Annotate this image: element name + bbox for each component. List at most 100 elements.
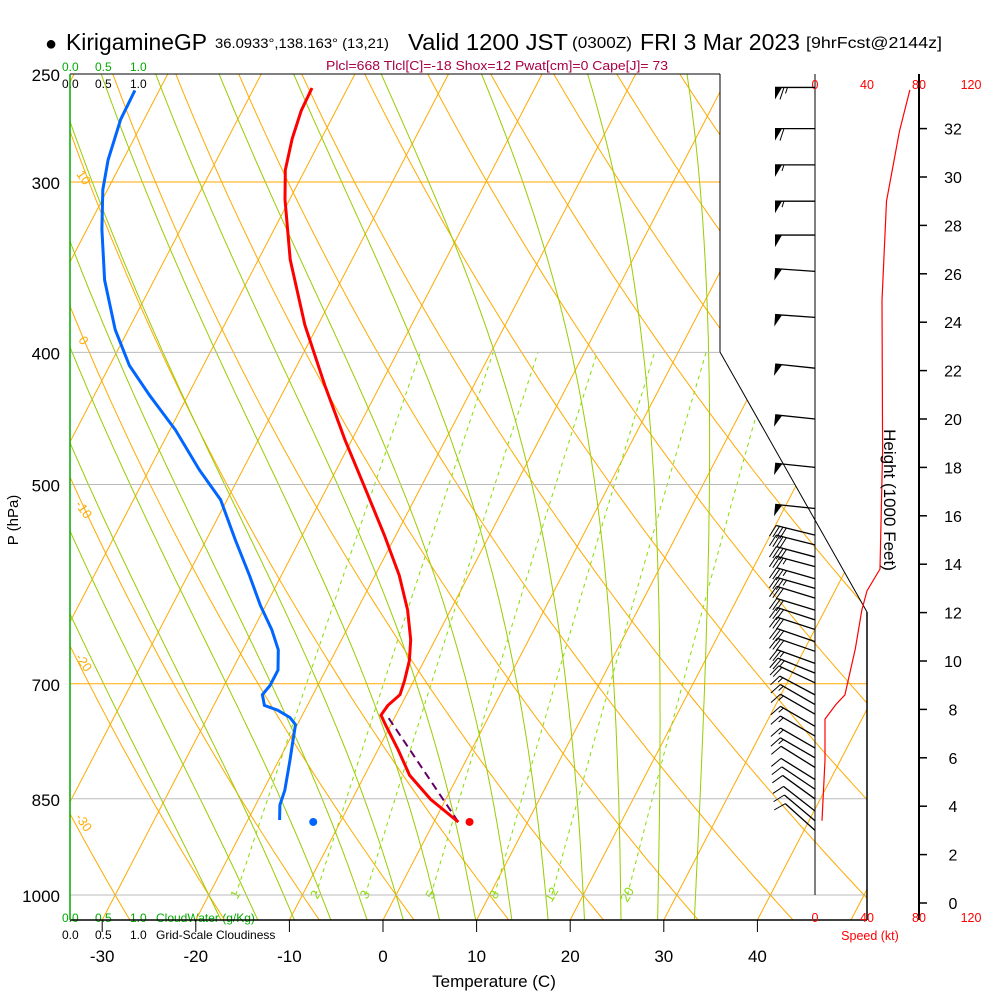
wind-barb-staff [777,657,816,674]
wind-barb [768,545,816,561]
height-tick-label: 0 [949,896,958,913]
wind-barb-pennant [775,128,782,141]
isotherm-line [474,74,867,920]
isotherm-line [99,74,543,920]
wind-barb-full [772,650,782,662]
wind-barb-staff [775,414,816,420]
wind-barb-staff [780,757,816,781]
wind-barb-full [772,775,783,784]
speed-tick-label-bottom: 40 [860,911,874,925]
pressure-tick-label: 850 [32,791,60,810]
wind-barb-half [778,739,784,745]
wind-barb [775,234,815,248]
dry-adiabat-line [70,74,418,920]
wind-barb [774,803,816,831]
wind-barb-half [779,660,785,666]
y-axis-label: P (hPa) [5,495,22,546]
wind-barb [770,727,816,749]
wind-barb-full [768,534,777,547]
wind-barb [771,757,816,781]
dry-adiabat-line [70,74,513,920]
dry-adiabat-line [553,74,867,920]
wind-barb-full [772,535,781,547]
wind-speed-line [821,89,911,821]
height-tick-label: 10 [944,654,962,671]
isotherm-line [661,74,867,920]
wind-barb [775,127,815,141]
wind-barb [774,267,816,281]
wind-barb-full [772,667,783,677]
temperature-tick-label: 10 [467,947,486,966]
temperature-tick-label: 0 [378,947,387,966]
wind-barb-half [777,677,784,683]
height-tick-label: 4 [949,799,958,816]
wind-panel: 0246810121416182022242628303200404080801… [768,74,981,925]
wind-barb-full [775,579,784,591]
wind-barb-full [779,87,785,100]
wind-barb-staff [779,675,816,696]
wind-barb-full [775,569,784,581]
wind-barb-half [778,717,784,723]
parcel-path-line [387,716,460,823]
wind-barb-full [770,727,781,737]
wind-barb-full [775,588,784,600]
speed-axis-label: Speed (kt) [841,929,899,943]
wind-barb-staff [776,576,816,590]
wind-barb-staff [778,665,816,684]
dry-adiabat-label: -30 [72,810,95,834]
wind-barb-full [769,665,780,676]
wind-barb [768,567,816,581]
wind-barb-pennant [775,164,782,177]
wind-barb-half [782,579,788,586]
height-tick-label: 18 [944,460,962,477]
wind-barb-full [772,547,781,559]
dry-adiabat-line [932,74,1000,924]
wind-barb-full [772,599,781,611]
wind-barb [770,683,816,706]
wind-barb-full [772,587,781,599]
moist-adiabat-line [218,74,513,920]
cloudwater-tick-top: 0.0 [62,60,79,74]
speed-tick-label-bottom: 0 [812,911,819,925]
height-tick-label: 14 [944,557,962,574]
wind-barb-full [770,675,781,686]
x-axis-label: Temperature (C) [432,972,556,991]
wind-barb-full [769,616,778,628]
dry-adiabat-line [995,74,1000,924]
isotherm-line [70,74,169,920]
height-tick-label: 26 [944,267,962,284]
cloudwater-tick-top: 1.0 [130,60,147,74]
station-coords: 36.0933°,138.163° (13,21) [215,35,389,51]
speed-tick-label-top: 0 [812,78,819,92]
isotherm-line [567,74,867,920]
wind-barb [773,503,816,517]
wind-barb [773,462,816,476]
wind-barb-staff [781,766,816,790]
speed-tick-label-top: 40 [860,78,874,92]
wind-barb [770,705,816,727]
temperature-tick-label: -30 [90,947,115,966]
dry-adiabat-line [175,74,702,920]
wind-barb-half [778,729,784,735]
wind-barb-staff [780,705,816,727]
wind-barb-staff [780,737,816,759]
wind-barb-full [769,628,778,639]
cloud-scales: 0.0 0.5 1.0 0.0 0.5 1.0 0.0 0.5 1.0 Clou… [62,60,275,942]
dry-adiabat-label: 0 [75,333,91,348]
wind-barb-full [779,537,787,549]
dry-adiabat-line [70,74,323,920]
wind-barb-half [781,201,785,208]
wind-barb [770,737,816,759]
wind-barb [772,774,816,800]
forecast-info: [9hrFcst@2144z] [806,35,942,52]
wind-barb [772,785,816,812]
wind-barb-staff [780,683,816,706]
temperature-tick-label: -10 [277,947,302,966]
height-tick-label: 8 [949,702,958,719]
wind-barb-full [775,619,785,630]
dry-adiabat-line [238,74,797,920]
wind-barb-half [782,570,788,577]
wind-barb [769,665,816,684]
dry-adiabat-line [490,74,867,920]
